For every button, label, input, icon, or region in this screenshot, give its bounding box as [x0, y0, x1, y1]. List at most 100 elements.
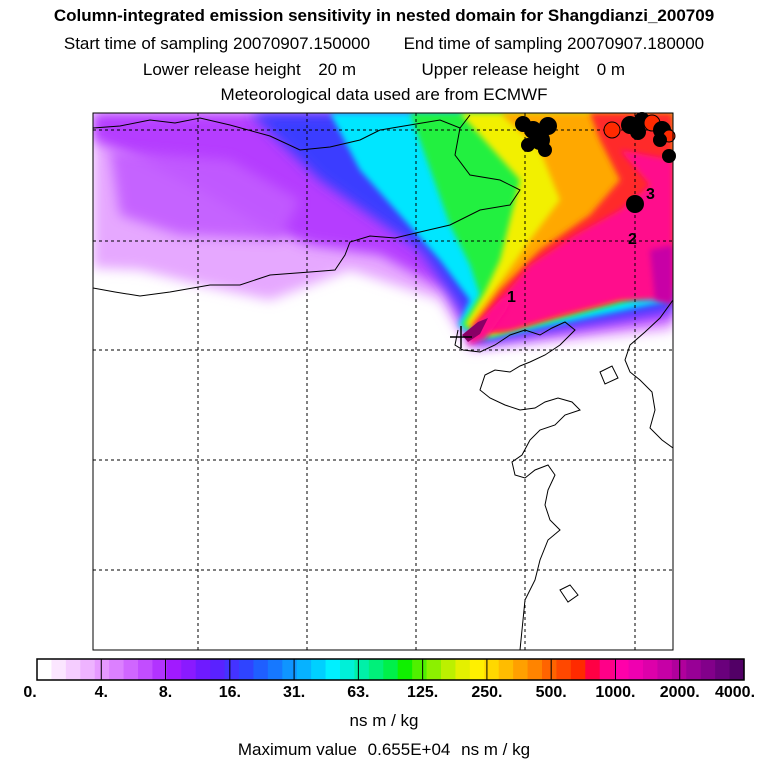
- colorbar-cell: [282, 659, 298, 680]
- colorbar-cell: [37, 659, 53, 680]
- colorbar-cell: [138, 659, 154, 680]
- field-deep-magenta: [650, 245, 673, 305]
- colorbar-cell: [715, 659, 731, 680]
- colorbar-cell: [686, 659, 702, 680]
- release-height-line: Lower release height 20 m Upper release …: [0, 60, 768, 80]
- fire-marker-red: [603, 121, 621, 139]
- colorbar-cell: [397, 659, 413, 680]
- colorbar-cell: [614, 659, 630, 680]
- fire-marker: [626, 195, 644, 213]
- colorbar-cell: [109, 659, 125, 680]
- northern-border: [93, 114, 471, 151]
- lower-height-label: Lower release height: [142, 60, 301, 79]
- start-time-label: Start time of sampling: [63, 34, 229, 53]
- colorbar-tick-label: 8.: [158, 684, 173, 701]
- upper-height-value: 0 m: [596, 60, 626, 79]
- colorbar-tick-label: 500.: [535, 684, 567, 701]
- trajectory-label-2: 2: [628, 231, 637, 248]
- sensitivity-field: [93, 113, 673, 350]
- colorbar-cell: [267, 659, 283, 680]
- northern-border-2: [93, 127, 521, 297]
- maximum-value: 0.655E+04: [367, 740, 451, 759]
- colorbar-cell: [441, 659, 457, 680]
- map-frame: [92, 112, 674, 651]
- field-plume-core: [462, 318, 488, 342]
- fire-marker: [521, 138, 535, 152]
- colorbar-cell: [65, 659, 81, 680]
- colorbar-cell: [152, 659, 168, 680]
- colorbar-cell: [325, 659, 341, 680]
- start-time-value: 20070907.150000: [233, 34, 371, 53]
- colorbar-tick-label: 63.: [347, 684, 370, 701]
- field-purple-blob: [110, 150, 300, 240]
- colorbar: [37, 659, 745, 680]
- colorbar-tick-label: 125.: [407, 684, 439, 701]
- end-time-value: 20070907.180000: [567, 34, 705, 53]
- colorbar-cell: [296, 659, 312, 680]
- fire-marker: [630, 124, 646, 140]
- maximum-units: ns m / kg: [461, 740, 531, 759]
- upper-height-label: Upper release height: [421, 60, 580, 79]
- colorbar-cell: [412, 659, 428, 680]
- island-1: [599, 365, 619, 385]
- colorbar-cell: [166, 659, 182, 680]
- colorbar-cell: [527, 659, 543, 680]
- colorbar-cell: [195, 659, 211, 680]
- maximum-value-line: Maximum value 0.655E+04 ns m / kg: [0, 740, 768, 760]
- colorbar-cell: [469, 659, 485, 680]
- colorbar-cell: [123, 659, 139, 680]
- colorbar-frame: [36, 658, 745, 681]
- release-site-marker: [450, 326, 472, 348]
- colorbar-cell: [570, 659, 586, 680]
- colorbar-cell: [383, 659, 399, 680]
- colorbar-cell: [657, 659, 673, 680]
- fire-marker: [539, 117, 557, 135]
- eastern-coast: [624, 299, 673, 449]
- colorbar-cell: [628, 659, 644, 680]
- colorbar-cell: [354, 659, 370, 680]
- colorbar-cell: [253, 659, 269, 680]
- fire-marker: [653, 133, 667, 147]
- colorbar-cell: [498, 659, 514, 680]
- colorbar-cell: [484, 659, 500, 680]
- colorbar-tick-label: 2000.: [659, 684, 700, 701]
- colorbar-cell: [51, 659, 67, 680]
- fire-marker: [662, 149, 676, 163]
- colorbar-cell: [585, 659, 601, 680]
- colorbar-tick-label: 1000.: [595, 684, 636, 701]
- colorbar-tick-label: 4000.: [714, 684, 756, 701]
- peninsula-coast: [454, 321, 581, 650]
- end-time-label: End time of sampling: [403, 34, 563, 53]
- colorbar-cell: [542, 659, 558, 680]
- lower-height-value: 20 m: [318, 60, 356, 79]
- colorbar-cell: [311, 659, 327, 680]
- colorbar-cell: [643, 659, 659, 680]
- colorbar-cell: [94, 659, 110, 680]
- fire-marker: [538, 143, 552, 157]
- sampling-time-line: Start time of sampling 20070907.150000 E…: [0, 34, 768, 54]
- colorbar-cell: [210, 659, 226, 680]
- colorbar-cell: [599, 659, 615, 680]
- colorbar-cell: [239, 659, 255, 680]
- colorbar-tick-label: 0.: [23, 684, 37, 701]
- colorbar-tick-label: 4.: [94, 684, 108, 701]
- coastlines: [93, 114, 673, 650]
- island-2: [559, 584, 579, 603]
- fire-markers: [515, 112, 676, 213]
- colorbar-tick-label: 250.: [471, 684, 503, 701]
- colorbar-cell: [729, 659, 745, 680]
- maximum-label: Maximum value: [237, 740, 357, 759]
- met-data-line: Meteorological data used are from ECMWF: [220, 85, 548, 104]
- colorbar-tick-label: 16.: [218, 684, 241, 701]
- colorbar-cell: [368, 659, 384, 680]
- colorbar-cell: [426, 659, 442, 680]
- trajectory-label-3: 3: [646, 186, 655, 203]
- trajectory-label-1: 1: [507, 289, 516, 306]
- colorbar-tick-label: 31.: [282, 684, 306, 701]
- colorbar-cell: [340, 659, 356, 680]
- colorbar-cell: [181, 659, 197, 680]
- colorbar-cell: [700, 659, 716, 680]
- colorbar-cell: [455, 659, 471, 680]
- colorbar-cell: [513, 659, 529, 680]
